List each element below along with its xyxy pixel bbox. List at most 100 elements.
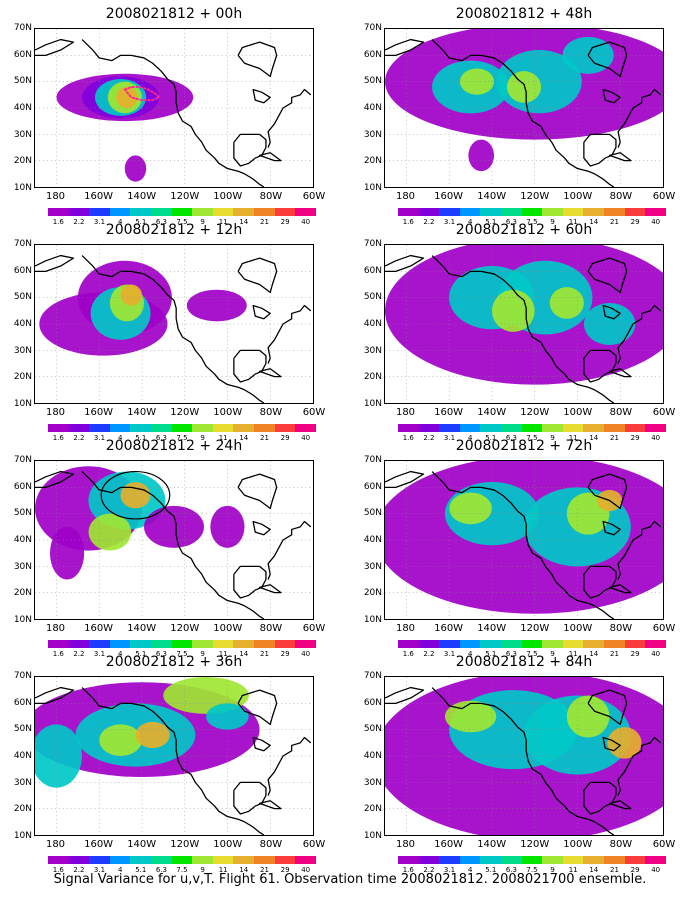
colorbar-label: 29 <box>630 650 640 658</box>
colorbar-swatch <box>151 424 172 432</box>
longitude-tick-label: 60W <box>652 407 676 418</box>
colorbar-swatch <box>151 208 172 216</box>
latitude-tick-label: 10N <box>363 615 382 625</box>
colorbar-label: 40 <box>301 866 311 874</box>
colorbar-label: 1.6 <box>52 866 64 874</box>
longitude-tick-label: 60W <box>302 407 326 418</box>
colorbar-swatch <box>459 856 481 864</box>
colorbar-label: 29 <box>280 218 290 226</box>
latitude-tick-label: 70N <box>13 455 32 465</box>
map-frame <box>34 460 314 620</box>
colorbar-swatch <box>233 208 255 216</box>
map-area: 70N 60N 50N 40N 30N 20N 10N 180 160W 140W 120W 100W… <box>364 671 676 874</box>
colorbar-label: 5.1 <box>135 866 147 874</box>
latitude-tick-label: 20N <box>13 588 32 599</box>
colorbar-swatch <box>501 640 522 648</box>
colorbar-swatch <box>418 640 440 648</box>
colorbar-label: 6.3 <box>505 218 517 226</box>
longitude-tick-label: 60W <box>302 191 326 202</box>
colorbar-label: 6.3 <box>155 218 167 226</box>
panel-title: 2008021812 + 48h <box>455 6 593 22</box>
colorbar-label: 11 <box>218 434 228 442</box>
colorbar-label: 40 <box>651 866 661 874</box>
colorbar-swatch <box>521 856 543 864</box>
colorbar-label: 21 <box>610 434 619 442</box>
colorbar-swatch <box>624 640 646 648</box>
colorbar-swatch <box>562 856 584 864</box>
longitude-tick-label: 80W <box>259 623 283 634</box>
colorbar-label: 2.2 <box>73 218 85 226</box>
longitude-tick-label: 100W <box>213 407 243 418</box>
colorbar-swatch <box>171 424 193 432</box>
variance-contour <box>144 505 204 548</box>
colorbar-swatch <box>68 856 90 864</box>
latitude-tick-label: 10N <box>363 183 382 193</box>
colorbar-swatch <box>645 424 666 432</box>
colorbar-label: 21 <box>610 866 619 874</box>
colorbar-labels: 1.6 2.2 3.1 4 5.1 6.3 7.5 9 11 14 21 29 40 <box>398 866 666 876</box>
longitude-tick-label: 100W <box>213 191 243 202</box>
panel-title: 2008021812 + 84h <box>455 654 593 670</box>
map-area: 70N 60N 50N 40N 30N 20N 10N 180 160W 140W 120W 100W… <box>14 671 326 874</box>
colorbar-label: 5.1 <box>485 650 497 658</box>
longitude-tick-label: 120W <box>520 623 550 634</box>
colorbar-swatch <box>68 424 90 432</box>
latitude-tick-label: 30N <box>13 777 32 788</box>
coastline <box>233 781 267 815</box>
colorbar <box>398 856 666 864</box>
map-panel: 2008021812 + 72h 70N 60N 50N 40N 30N 20N 10N 180… <box>350 438 676 658</box>
latitude-tick-label: 40N <box>13 103 32 113</box>
colorbar-swatch <box>295 856 316 864</box>
map-frame <box>34 28 314 188</box>
colorbar-label: 7.5 <box>176 866 188 874</box>
colorbar <box>48 208 316 216</box>
colorbar-label: 4 <box>467 650 473 658</box>
colorbar-swatch <box>89 424 110 432</box>
latitude-tick-label: 30N <box>363 561 382 572</box>
colorbar-label: 7.5 <box>176 218 188 226</box>
longitude-tick-label: 160W <box>434 191 464 202</box>
colorbar-swatch <box>109 208 131 216</box>
coastline <box>608 800 632 810</box>
colorbar-swatch <box>501 424 522 432</box>
colorbar-swatch <box>624 856 646 864</box>
coastline <box>602 304 621 320</box>
colorbar-label: 4 <box>117 650 123 658</box>
colorbar-swatch <box>130 208 152 216</box>
coastline <box>617 736 662 796</box>
colorbar-swatch <box>480 424 502 432</box>
map-area: 70N 60N 50N 40N 30N 20N 10N 180 160W 140W 120W 100W… <box>364 23 676 226</box>
coastline <box>237 473 278 510</box>
latitude-tick-label: 70N <box>363 455 382 465</box>
colorbar-label: 1.6 <box>52 434 64 442</box>
colorbar-swatch <box>68 208 90 216</box>
colorbar-label: 7.5 <box>176 434 188 442</box>
longitude-tick-label: 140W <box>477 623 507 634</box>
longitude-tick-label: 160W <box>84 623 114 634</box>
longitude-tick-label: 100W <box>213 839 243 850</box>
latitude-tick-label: 60N <box>363 265 382 276</box>
variance-contour <box>506 71 542 103</box>
colorbar-label: 11 <box>218 218 228 226</box>
colorbar-swatch <box>521 208 543 216</box>
longitude-tick-label: 140W <box>477 407 507 418</box>
coastline <box>81 471 265 619</box>
coastline <box>237 41 278 78</box>
coastline <box>237 689 278 726</box>
colorbar-label: 5.1 <box>485 866 497 874</box>
colorbar-label: 4 <box>117 866 123 874</box>
coastline <box>35 470 75 489</box>
variance-contour <box>120 284 142 306</box>
colorbar-labels: 1.6 2.2 3.1 4 5.1 6.3 7.5 9 11 14 21 29 40 <box>48 434 316 444</box>
variance-contour <box>449 492 492 525</box>
colorbar-swatch <box>48 856 69 864</box>
coastline <box>252 736 271 752</box>
longitude-tick-label: 80W <box>609 839 633 850</box>
colorbar-swatch <box>109 424 131 432</box>
longitude-tick-label: 180 <box>45 623 66 634</box>
variance-contour <box>607 727 642 759</box>
colorbar-label: 29 <box>280 866 290 874</box>
variance-contour <box>583 302 636 346</box>
colorbar-label: 5.1 <box>485 434 497 442</box>
latitude-tick-label: 70N <box>13 239 32 249</box>
